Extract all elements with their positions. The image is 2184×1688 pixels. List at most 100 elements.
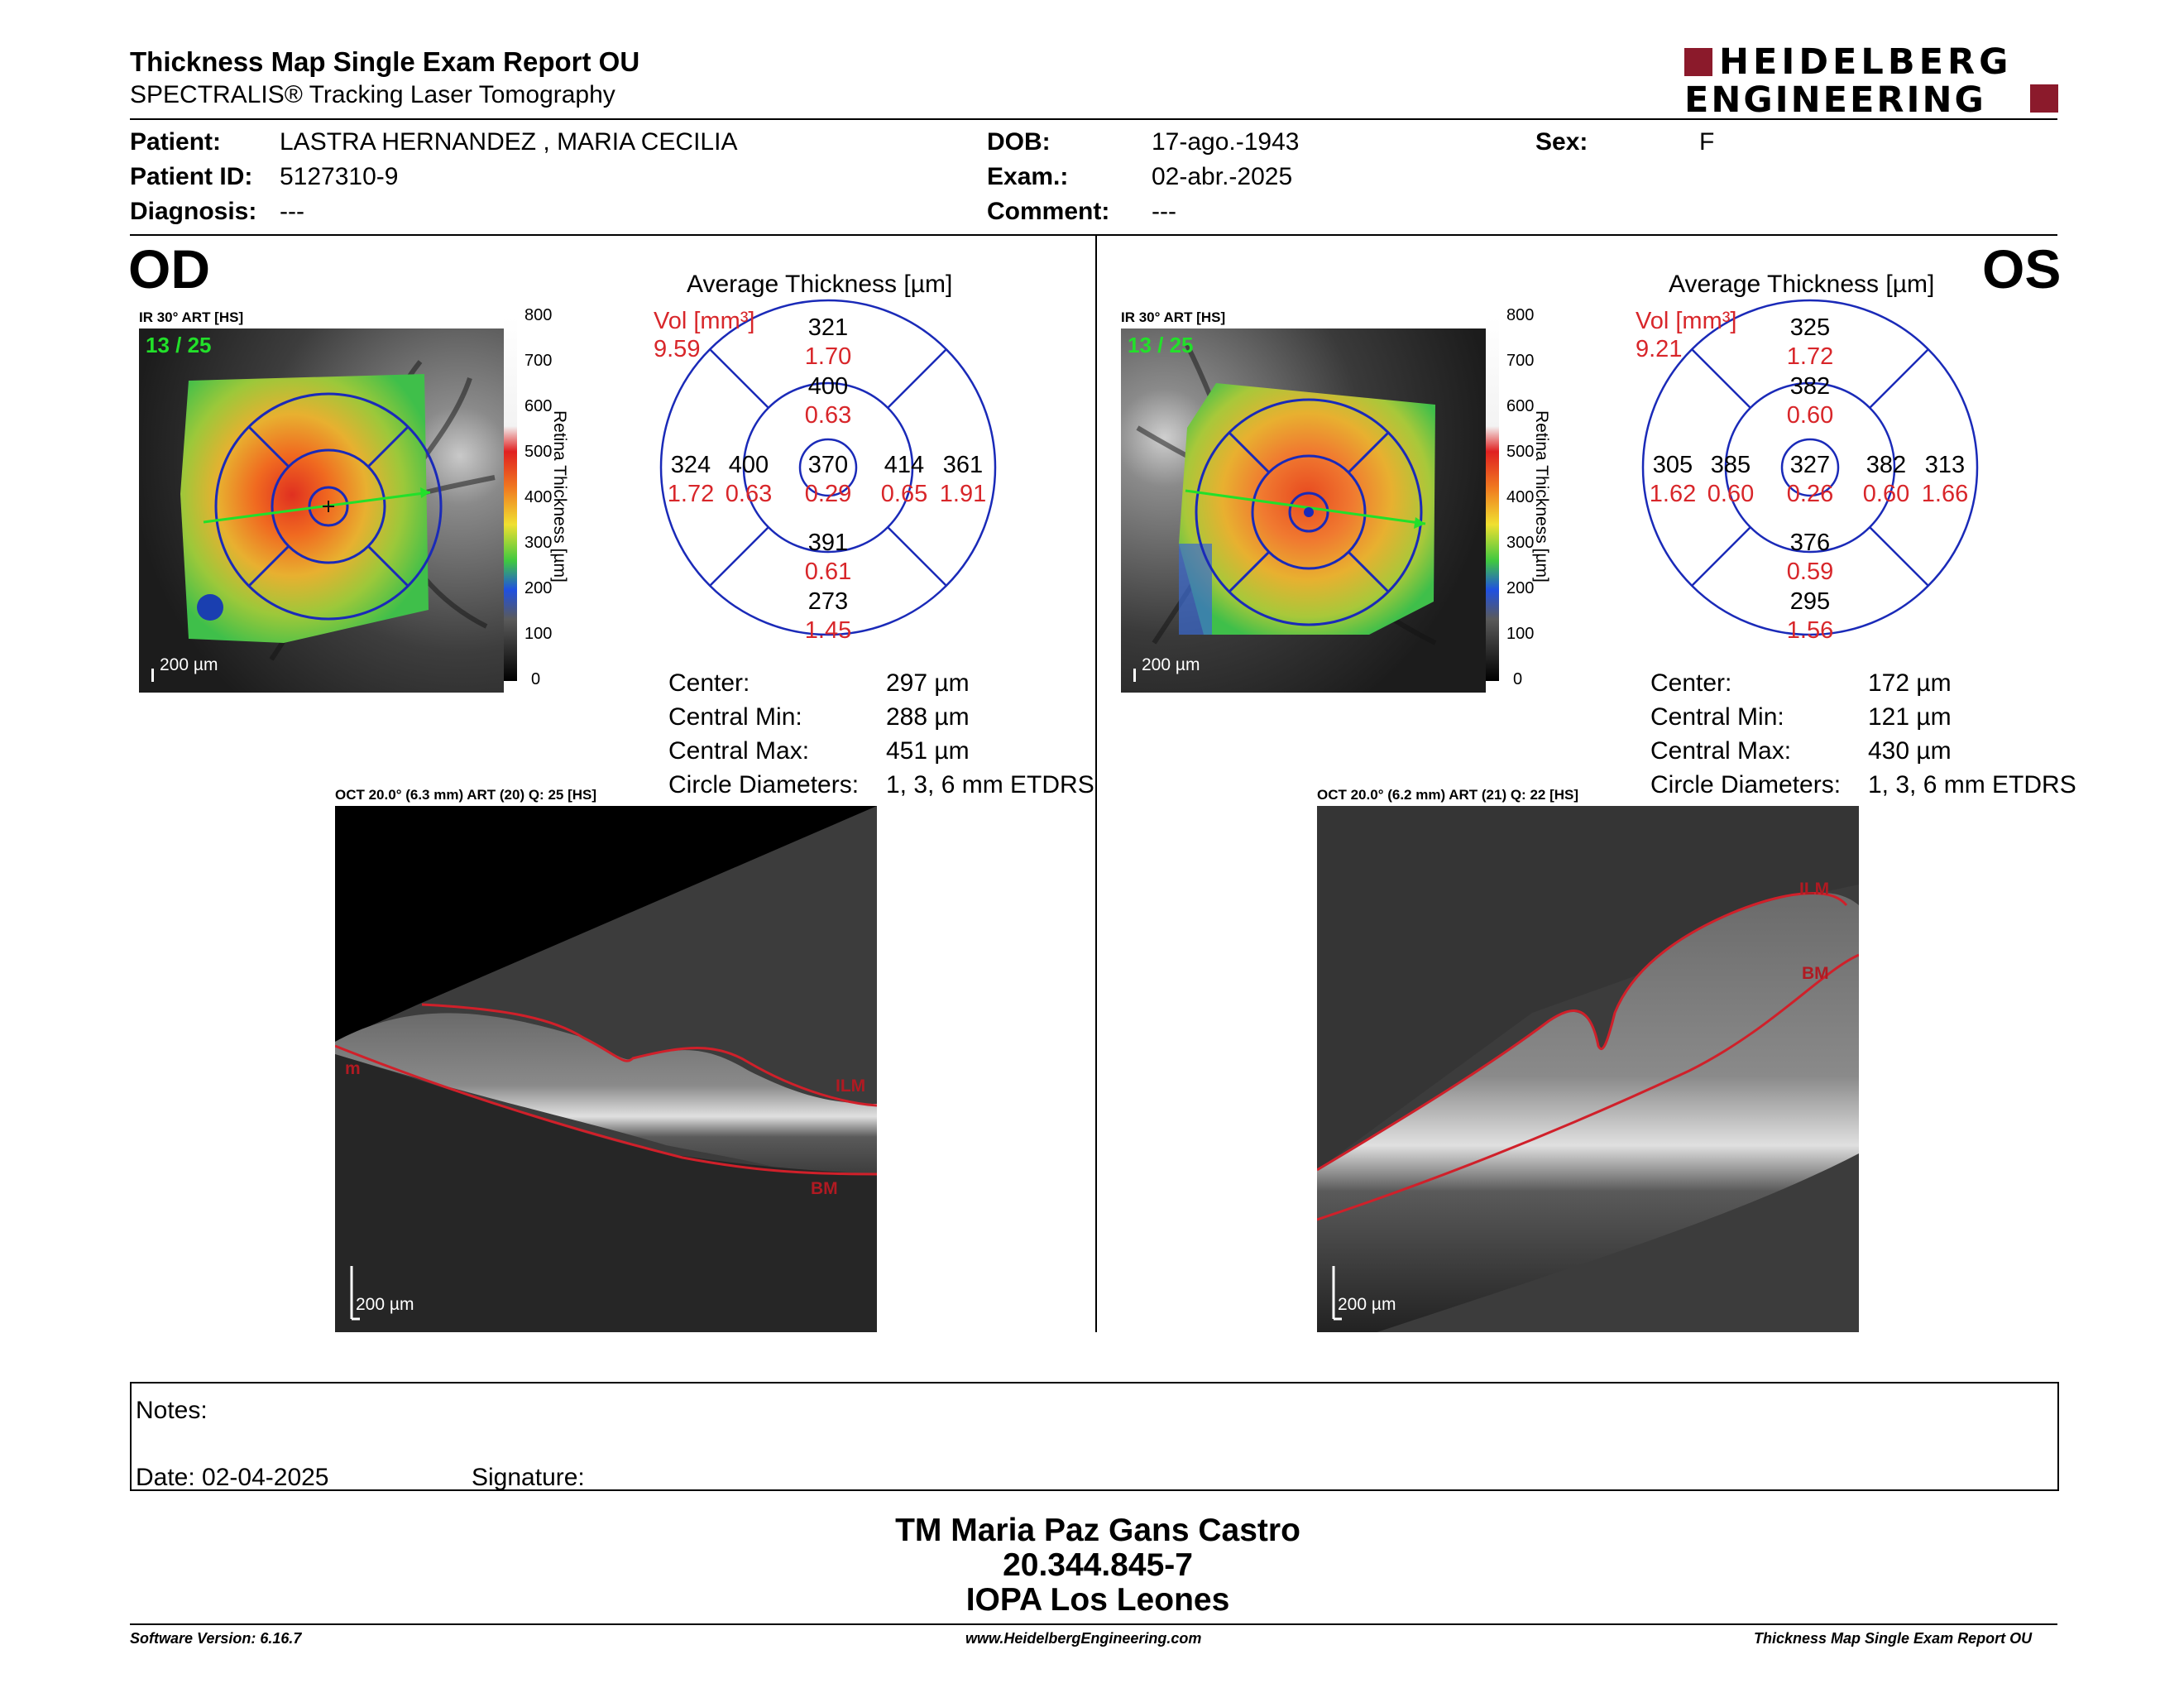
od-oct-label: OCT 20.0° (6.3 mm) ART (20) Q: 25 [HS] bbox=[335, 787, 597, 803]
os-colorbar-title: Retina Thickness [µm] bbox=[1532, 410, 1551, 583]
od-fundus-scalebar-icon bbox=[151, 669, 154, 682]
os-oct-label: OCT 20.0° (6.2 mm) ART (21) Q: 22 [HS] bbox=[1317, 787, 1579, 803]
dob-value: 17-ago.-1943 bbox=[1152, 128, 1300, 156]
os-oct-bscan bbox=[1316, 806, 1860, 1352]
heidelberg-logo: HEIDELBERG ENGINEERING bbox=[1684, 41, 2065, 121]
os-center-value: 172 µm bbox=[1868, 669, 1952, 697]
od-outer-right-volume: 1.91 bbox=[939, 481, 987, 507]
od-outer-sup-volume: 1.70 bbox=[804, 343, 852, 370]
os-fundus-scalebar-icon bbox=[1133, 669, 1136, 682]
os-outer-right-volume: 1.66 bbox=[1921, 481, 1969, 507]
signatory-org: IOPA Los Leones bbox=[965, 1582, 1230, 1618]
os-min-value: 121 µm bbox=[1868, 703, 1952, 731]
od-inner-sup-volume: 0.63 bbox=[804, 402, 852, 429]
od-tick-300: 300 bbox=[524, 534, 553, 552]
os-inner-right-thickness: 382 bbox=[1866, 452, 1907, 478]
os-vol-value: 9.21 bbox=[1636, 336, 1683, 362]
logo-square-bottom bbox=[2030, 84, 2058, 113]
od-max-label: Central Max: bbox=[668, 737, 810, 765]
od-tick-500: 500 bbox=[524, 443, 553, 461]
od-inner-right-volume: 0.65 bbox=[880, 481, 928, 507]
patient-label: Patient: bbox=[130, 128, 222, 156]
os-tick-100: 100 bbox=[1506, 625, 1535, 643]
sex-value: F bbox=[1699, 128, 1715, 156]
comment-value: --- bbox=[1152, 198, 1176, 225]
os-max-label: Central Max: bbox=[1650, 737, 1792, 765]
od-diam-label: Circle Diameters: bbox=[668, 771, 860, 798]
od-oct-scale: 200 µm bbox=[356, 1295, 414, 1314]
os-avg-title: Average Thickness [µm] bbox=[1669, 271, 1935, 298]
notes-label: Notes: bbox=[136, 1397, 208, 1424]
os-outer-right-thickness: 313 bbox=[1924, 452, 1966, 478]
logo-square-top bbox=[1684, 48, 1712, 76]
notes-signature: Signature: bbox=[472, 1464, 585, 1491]
os-outer-sup-thickness: 325 bbox=[1789, 314, 1831, 341]
os-inner-left-volume: 0.60 bbox=[1707, 481, 1755, 507]
os-bm-label: BM bbox=[1802, 964, 1829, 983]
os-fundus-scale: 200 µm bbox=[1142, 655, 1200, 674]
footer-report-name: Thickness Map Single Exam Report OU bbox=[1754, 1630, 2033, 1647]
patient-name: LASTRA HERNANDEZ , MARIA CECILIA bbox=[280, 128, 738, 156]
od-vol-value: 9.59 bbox=[654, 336, 701, 362]
od-oct-bscan bbox=[334, 806, 878, 1332]
os-center-volume: 0.26 bbox=[1786, 481, 1834, 507]
exam-value: 02-abr.-2025 bbox=[1152, 163, 1293, 190]
od-outer-inf-thickness: 273 bbox=[807, 588, 849, 615]
footer-website-link[interactable]: www.HeidelbergEngineering.com bbox=[965, 1630, 1202, 1647]
header-rule-bottom bbox=[130, 234, 2057, 236]
od-diam-value: 1, 3, 6 mm ETDRS bbox=[886, 771, 1094, 798]
os-outer-sup-volume: 1.72 bbox=[1786, 343, 1834, 370]
os-inner-left-thickness: 385 bbox=[1710, 452, 1751, 478]
od-m-label: m bbox=[345, 1059, 361, 1078]
footer-software-version: Software Version: 6.16.7 bbox=[130, 1630, 302, 1647]
patient-id: 5127310-9 bbox=[280, 163, 399, 190]
patient-id-label: Patient ID: bbox=[130, 163, 253, 190]
os-ir-label: IR 30° ART [HS] bbox=[1121, 309, 1226, 325]
od-inner-inf-volume: 0.61 bbox=[804, 559, 852, 585]
od-max-value: 451 µm bbox=[886, 737, 970, 765]
od-outer-right-thickness: 361 bbox=[942, 452, 984, 478]
report-subtitle: SPECTRALIS® Tracking Laser Tomography bbox=[130, 81, 615, 108]
od-inner-left-volume: 0.63 bbox=[725, 481, 773, 507]
od-avg-title: Average Thickness [µm] bbox=[687, 271, 953, 298]
signatory-id: 20.344.845-7 bbox=[1003, 1547, 1193, 1583]
od-colorbar-ticks: 800 700 600 500 400 300 200 100 0 bbox=[524, 306, 558, 695]
dob-label: DOB: bbox=[987, 128, 1051, 156]
os-min-label: Central Min: bbox=[1650, 703, 1784, 731]
os-outer-inf-thickness: 295 bbox=[1789, 588, 1831, 615]
os-outer-left-volume: 1.62 bbox=[1649, 481, 1697, 507]
os-ilm-label: ILM bbox=[1799, 880, 1830, 899]
os-max-value: 430 µm bbox=[1868, 737, 1952, 765]
od-outer-sup-thickness: 321 bbox=[807, 314, 849, 341]
os-colorbar-ticks: 800 700 600 500 400 300 200 100 0 bbox=[1506, 306, 1540, 695]
os-tick-200: 200 bbox=[1506, 579, 1535, 597]
os-colorbar bbox=[1486, 317, 1499, 681]
footer-rule bbox=[130, 1623, 2057, 1625]
notes-box bbox=[130, 1382, 2059, 1491]
od-frame-counter: 13 / 25 bbox=[146, 333, 212, 357]
od-min-label: Central Min: bbox=[668, 703, 802, 731]
os-outer-left-thickness: 305 bbox=[1652, 452, 1693, 478]
eye-divider bbox=[1095, 236, 1097, 1332]
od-tick-800: 800 bbox=[524, 306, 553, 324]
os-vol-label: Vol [mm³] bbox=[1636, 308, 1737, 334]
od-tick-700: 700 bbox=[524, 352, 553, 370]
sex-label: Sex: bbox=[1535, 128, 1588, 156]
od-tick-100: 100 bbox=[524, 625, 553, 643]
logo-line1: HEIDELBERG bbox=[1719, 41, 2013, 83]
os-diam-value: 1, 3, 6 mm ETDRS bbox=[1868, 771, 2076, 798]
od-inner-right-thickness: 414 bbox=[884, 452, 925, 478]
os-tick-800: 800 bbox=[1506, 306, 1535, 324]
od-center-value: 297 µm bbox=[886, 669, 970, 697]
os-etdrs-grid bbox=[1640, 298, 1980, 637]
os-inner-sup-volume: 0.60 bbox=[1786, 402, 1834, 429]
diagnosis-value: --- bbox=[280, 198, 304, 225]
od-tick-400: 400 bbox=[524, 488, 553, 506]
od-colorbar-title: Retina Thickness [µm] bbox=[550, 410, 569, 583]
comment-label: Comment: bbox=[987, 198, 1110, 225]
od-fundus-image bbox=[139, 328, 504, 693]
os-fundus-image bbox=[1121, 328, 1486, 693]
diagnosis-label: Diagnosis: bbox=[130, 198, 257, 225]
od-outer-inf-volume: 1.45 bbox=[804, 617, 852, 644]
os-frame-counter: 13 / 25 bbox=[1128, 333, 1194, 357]
